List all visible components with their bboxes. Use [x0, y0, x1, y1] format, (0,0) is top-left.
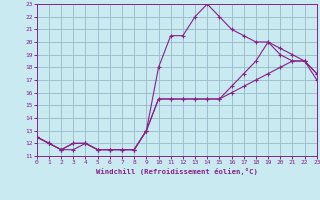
X-axis label: Windchill (Refroidissement éolien,°C): Windchill (Refroidissement éolien,°C) [96, 168, 258, 175]
